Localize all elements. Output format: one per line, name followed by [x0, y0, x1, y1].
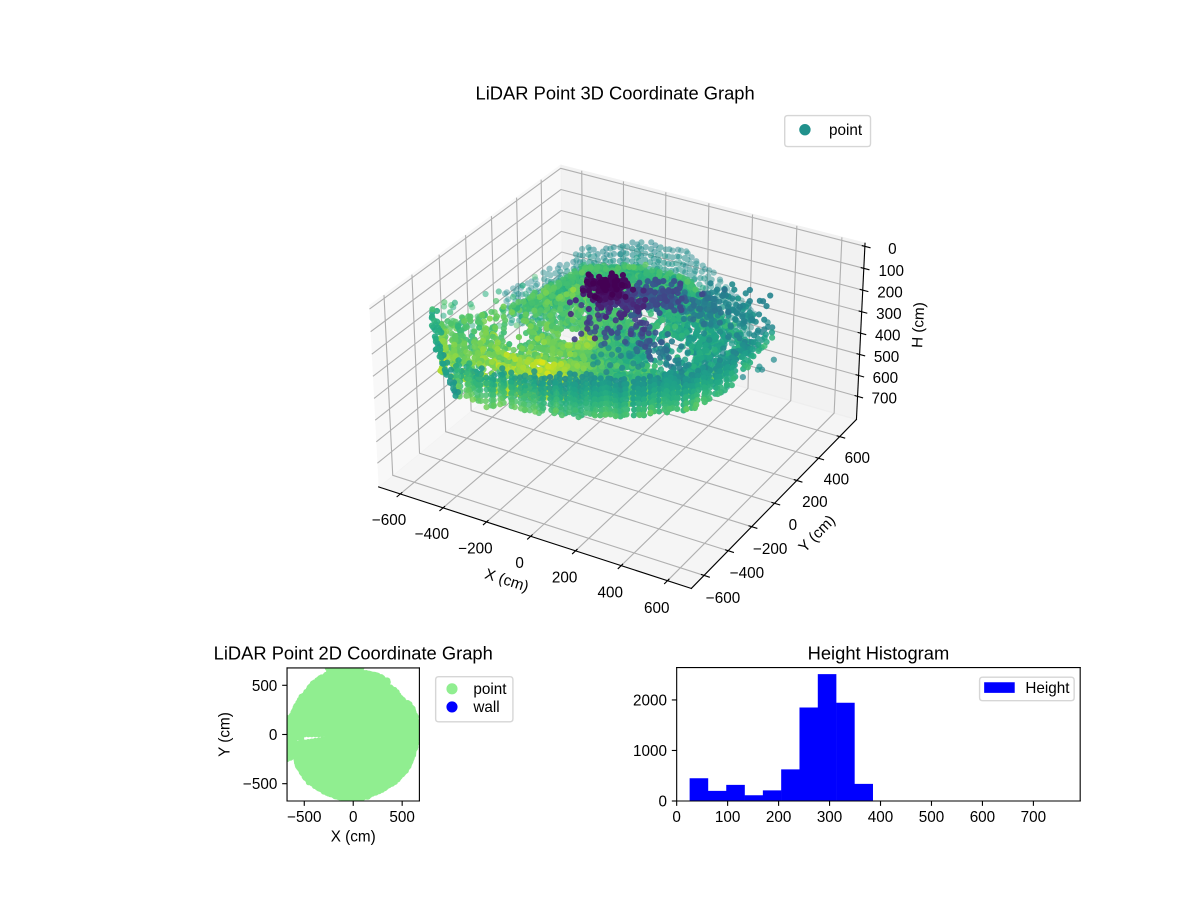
svg-text:Y (cm): Y (cm) [216, 712, 233, 757]
svg-text:wall: wall [472, 699, 499, 716]
svg-text:400: 400 [875, 328, 900, 345]
svg-text:−200: −200 [753, 541, 787, 558]
svg-text:−200: −200 [458, 540, 492, 557]
svg-text:−400: −400 [730, 565, 764, 582]
svg-text:200: 200 [766, 809, 791, 826]
svg-text:−500: −500 [243, 776, 277, 793]
svg-text:200: 200 [552, 570, 577, 587]
svg-text:−600: −600 [706, 590, 740, 607]
svg-text:2000: 2000 [633, 692, 667, 709]
svg-text:−400: −400 [415, 526, 449, 543]
svg-text:600: 600 [644, 600, 669, 617]
svg-text:400: 400 [598, 585, 623, 602]
svg-text:0: 0 [672, 809, 681, 826]
svg-text:300: 300 [876, 306, 901, 323]
svg-text:LiDAR Point 3D Coordinate Grap: LiDAR Point 3D Coordinate Graph [476, 83, 755, 104]
svg-text:500: 500 [389, 809, 414, 826]
svg-text:500: 500 [252, 678, 277, 695]
svg-text:200: 200 [802, 494, 827, 511]
svg-text:300: 300 [817, 809, 842, 826]
svg-text:Height: Height [1025, 680, 1070, 697]
svg-text:0: 0 [349, 809, 358, 826]
svg-text:0: 0 [269, 727, 278, 744]
svg-text:400: 400 [868, 809, 893, 826]
svg-text:LiDAR Point 2D Coordinate Grap: LiDAR Point 2D Coordinate Graph [214, 643, 493, 664]
svg-text:100: 100 [715, 809, 740, 826]
svg-text:H (cm): H (cm) [909, 302, 928, 349]
svg-text:0: 0 [888, 241, 897, 258]
svg-text:500: 500 [919, 809, 944, 826]
svg-text:700: 700 [872, 391, 897, 408]
svg-text:point: point [829, 122, 863, 139]
svg-text:700: 700 [1021, 809, 1046, 826]
svg-text:X (cm): X (cm) [331, 829, 376, 846]
svg-text:200: 200 [877, 285, 902, 302]
svg-text:−600: −600 [372, 512, 406, 529]
svg-text:Height Histogram: Height Histogram [808, 642, 950, 663]
svg-text:100: 100 [878, 263, 903, 280]
svg-text:600: 600 [845, 450, 870, 467]
svg-text:600: 600 [970, 809, 995, 826]
svg-text:500: 500 [874, 349, 899, 366]
svg-text:1000: 1000 [633, 743, 667, 760]
svg-text:400: 400 [824, 472, 849, 489]
svg-text:0: 0 [789, 517, 798, 534]
svg-text:0: 0 [515, 555, 523, 572]
svg-text:point: point [473, 681, 507, 698]
svg-text:600: 600 [873, 370, 898, 387]
svg-text:0: 0 [658, 794, 667, 811]
svg-text:−500: −500 [287, 809, 321, 826]
